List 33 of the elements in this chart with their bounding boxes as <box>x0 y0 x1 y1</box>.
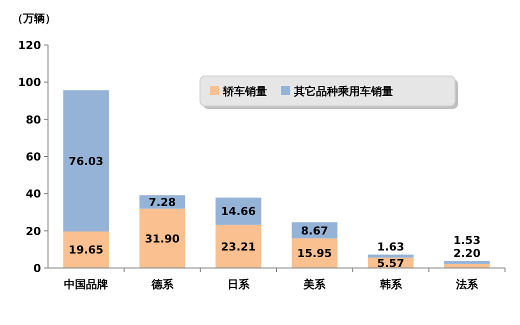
x-tick-label: 法系 <box>454 278 479 291</box>
y-tick-label: 20 <box>26 224 42 238</box>
y-tick-label: 40 <box>26 188 42 201</box>
x-tick-label: 美系 <box>302 278 327 291</box>
y-tick-label: 60 <box>26 150 42 164</box>
x-tick-label: 日系 <box>227 278 250 291</box>
y-tick-label: 100 <box>18 76 42 90</box>
legend-label: 轿车销量 <box>222 85 267 98</box>
bar <box>216 224 262 268</box>
y-axis-title: （万辆） <box>12 12 56 25</box>
x-tick-label: 德系 <box>150 278 174 291</box>
data-label: 1.53 <box>453 234 480 248</box>
data-label: 1.63 <box>377 240 404 254</box>
data-label: 2.20 <box>453 247 481 260</box>
bar <box>444 261 490 264</box>
data-label: 5.57 <box>377 256 404 270</box>
data-label: 8.67 <box>301 224 328 238</box>
legend-label: 其它品种乘用车销量 <box>293 85 393 98</box>
data-label: 7.28 <box>148 196 176 209</box>
bar <box>63 90 109 232</box>
data-label: 15.95 <box>297 247 332 260</box>
bar <box>139 208 186 268</box>
data-label: 31.90 <box>144 232 180 246</box>
x-tick-label: 韩系 <box>378 278 403 291</box>
data-label: 76.03 <box>68 154 104 168</box>
y-tick-label: 120 <box>18 39 42 52</box>
x-tick-label: 中国品牌 <box>64 278 108 291</box>
y-tick-label: 80 <box>26 113 42 126</box>
data-label: 14.66 <box>221 205 256 218</box>
data-label: 19.65 <box>68 244 104 257</box>
y-tick-label: 0 <box>33 262 42 275</box>
bar <box>368 254 414 258</box>
data-label: 23.21 <box>221 240 256 254</box>
